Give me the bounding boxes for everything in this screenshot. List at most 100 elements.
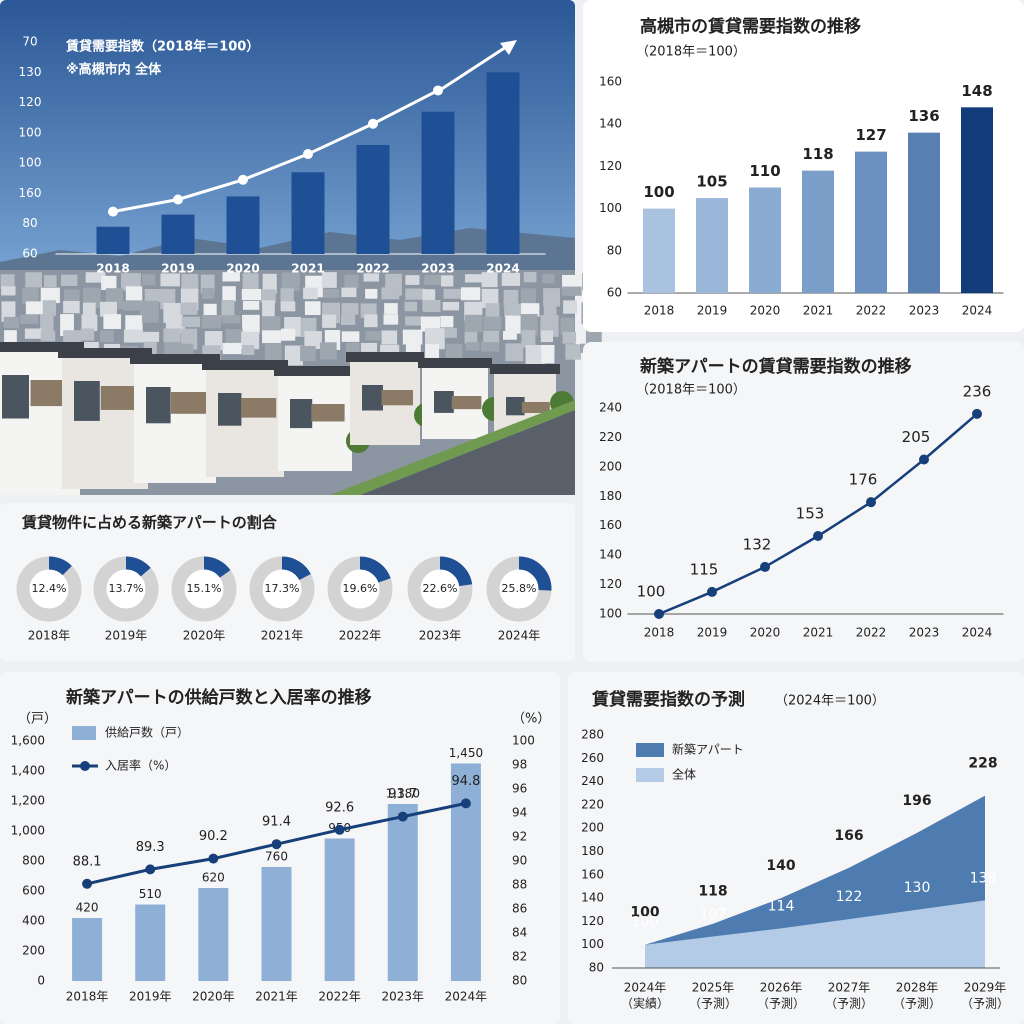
y-tick-label: 1,600 xyxy=(11,734,45,748)
data-label: 140 xyxy=(766,858,795,874)
building xyxy=(201,314,222,329)
building xyxy=(281,272,300,291)
data-label: 100 xyxy=(643,183,674,201)
point xyxy=(303,149,313,160)
y-tick-label: 100 xyxy=(581,937,604,951)
building xyxy=(521,303,540,317)
x-tick-label: 2021 xyxy=(803,626,834,640)
x-tick-label: 2021 xyxy=(291,262,324,276)
y-tick-label: 160 xyxy=(19,186,42,200)
data-label: 148 xyxy=(961,82,992,100)
donut-slice xyxy=(16,556,82,622)
point xyxy=(972,408,982,419)
x-tick-label: 2024年 xyxy=(624,981,667,995)
building xyxy=(381,330,398,345)
roof xyxy=(274,366,356,376)
point xyxy=(919,454,929,465)
building xyxy=(85,272,106,283)
building xyxy=(103,314,122,330)
x-tick-label: 2022年 xyxy=(318,990,361,1004)
house xyxy=(62,356,148,489)
x-tick-label: 2019 xyxy=(161,262,194,276)
bar xyxy=(749,187,781,293)
building xyxy=(43,275,57,288)
building xyxy=(280,328,296,341)
building xyxy=(562,331,577,344)
data-label: 91.4 xyxy=(262,815,291,830)
bar xyxy=(72,918,103,981)
building xyxy=(284,345,303,366)
point xyxy=(173,194,183,205)
x-tick-label: 2018年 xyxy=(66,990,109,1004)
building xyxy=(481,288,499,308)
building xyxy=(405,275,420,285)
building xyxy=(464,314,483,332)
window xyxy=(290,399,313,429)
building xyxy=(22,287,39,305)
building xyxy=(520,288,536,305)
data-label: 1,450 xyxy=(449,746,483,760)
building xyxy=(422,300,441,312)
chart-title: 賃貸需要指数の予測 xyxy=(591,689,745,710)
data-label: 228 xyxy=(968,756,997,772)
y-tick-label: 80 xyxy=(607,243,622,257)
data-label: 620 xyxy=(202,871,225,885)
building xyxy=(503,289,519,308)
building xyxy=(264,343,282,365)
x-tick-label: （予測） xyxy=(961,997,1009,1011)
category-label: 2022年 xyxy=(339,629,382,643)
x-tick-label: （実績） xyxy=(621,996,669,1011)
building xyxy=(261,289,276,303)
data-label: 100 xyxy=(630,905,659,921)
category-label: 2024年 xyxy=(498,629,541,643)
data-label: 92.6 xyxy=(325,800,354,815)
roof xyxy=(58,348,152,358)
y-tick-label: 800 xyxy=(22,854,45,868)
building xyxy=(181,316,201,328)
y-tick-label: 140 xyxy=(581,891,604,905)
building xyxy=(442,301,460,311)
building xyxy=(304,301,321,316)
building xyxy=(24,328,43,339)
bar xyxy=(291,172,325,254)
x-tick-label: 2019年 xyxy=(129,990,172,1004)
building xyxy=(25,272,42,288)
building xyxy=(4,330,17,345)
data-label: 176 xyxy=(849,471,878,489)
building xyxy=(160,273,180,287)
y-tick-label: 180 xyxy=(599,489,622,503)
window xyxy=(362,385,383,411)
point xyxy=(707,586,717,597)
building xyxy=(481,272,498,288)
x-tick-label: 2020 xyxy=(750,304,781,318)
building xyxy=(225,329,243,348)
y-tick-label: 96 xyxy=(512,782,527,796)
x-tick-label: 2019 xyxy=(697,626,728,640)
chart-title: 新築アパートの賃貸需要指数の推移 xyxy=(640,356,912,377)
building xyxy=(140,331,160,342)
building xyxy=(505,343,524,362)
point xyxy=(813,531,823,542)
window xyxy=(434,391,454,413)
data-label: 90.2 xyxy=(199,829,228,844)
y-tick-label: 200 xyxy=(599,459,622,473)
building xyxy=(180,302,198,315)
data-label: 153 xyxy=(796,505,825,523)
arrow-head xyxy=(500,40,517,55)
x-tick-label: 2024 xyxy=(962,626,993,640)
x-tick-label: 2024年 xyxy=(445,990,488,1004)
data-label: 13.7% xyxy=(109,582,144,595)
building xyxy=(424,274,442,285)
building xyxy=(262,273,277,294)
point xyxy=(368,118,378,129)
building xyxy=(141,314,158,323)
x-tick-label: 2023 xyxy=(909,304,940,318)
building xyxy=(542,273,555,284)
building xyxy=(322,288,340,298)
y-tick-label: 160 xyxy=(581,867,604,881)
lawn xyxy=(330,400,575,495)
y-tick-label: 160 xyxy=(599,518,622,532)
y-tick-label: 120 xyxy=(19,95,42,109)
y-tick-label: 220 xyxy=(599,430,622,444)
building xyxy=(441,275,454,287)
